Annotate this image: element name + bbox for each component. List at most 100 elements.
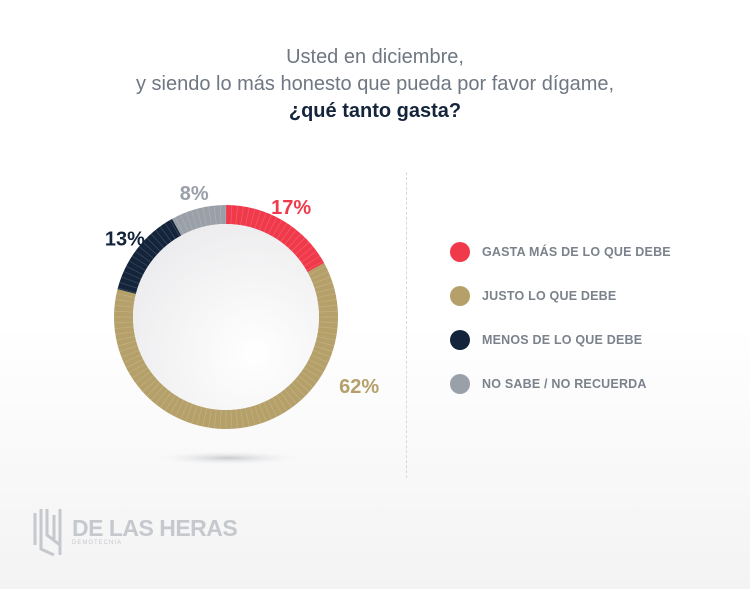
- ring-tick: [115, 299, 135, 303]
- title-line-3: ¿qué tanto gasta?: [288, 100, 462, 122]
- legend-label: MENOS DE LO QUE DEBE: [482, 333, 643, 347]
- legend-item: JUSTO LO QUE DEBE: [450, 274, 671, 318]
- ring-tick: [318, 310, 338, 313]
- ring-tick: [316, 335, 336, 341]
- data-label: 13%: [105, 229, 145, 251]
- ring-tick: [294, 241, 310, 256]
- ring-tick: [240, 408, 244, 428]
- ring-tick: [114, 304, 134, 308]
- ring-tick: [272, 397, 283, 415]
- ring-tick: [202, 207, 208, 227]
- ring-tick: [119, 282, 138, 289]
- ring-tick: [117, 287, 137, 294]
- ring-tick: [164, 222, 176, 240]
- ring-tick: [276, 394, 288, 412]
- ring-tick: [298, 246, 314, 259]
- ring-tick: [303, 255, 321, 267]
- donut-center: [133, 224, 319, 410]
- legend-dot-icon: [450, 242, 470, 262]
- ring-tick: [318, 321, 338, 324]
- ring-tick: [267, 399, 278, 417]
- ring-tick: [254, 210, 261, 229]
- data-label: 17%: [271, 197, 311, 219]
- ring-tick: [240, 206, 244, 226]
- ring-tick: [317, 299, 337, 303]
- ring-tick: [128, 363, 146, 374]
- ring-tick: [213, 409, 217, 429]
- ring-tick: [159, 392, 172, 408]
- ring-tick: [116, 293, 136, 299]
- title-line-2: y siendo lo más honesto que pueda por fa…: [135, 73, 615, 95]
- legend: GASTA MÁS DE LO QUE DEBE JUSTO LO QUE DEB…: [450, 230, 671, 406]
- legend-dot-icon: [450, 330, 470, 350]
- ring-tick: [131, 255, 149, 267]
- logo-subtitle: DEMOTECNIA: [72, 540, 123, 546]
- ring-tick: [244, 407, 250, 427]
- chart-shadow: [143, 450, 313, 466]
- ring-tick: [185, 403, 193, 422]
- ring-tick: [191, 405, 198, 424]
- ring-tick: [235, 205, 239, 225]
- ring-tick: [208, 408, 212, 428]
- divider: [406, 172, 407, 478]
- ring-tick: [263, 214, 272, 233]
- ring-tick: [280, 226, 293, 242]
- ring-tick: [146, 382, 161, 397]
- ring-tick: [191, 210, 198, 229]
- donut-slice: [117, 218, 182, 294]
- ring-tick: [114, 326, 134, 330]
- ring-tick: [230, 205, 233, 225]
- ring-tick: [196, 406, 203, 426]
- ring-tick: [308, 358, 326, 369]
- ring-tick: [180, 401, 189, 420]
- ring-tick: [276, 222, 288, 240]
- ring-tick: [121, 350, 140, 358]
- legend-item: MENOS DE LO QUE DEBE: [450, 318, 671, 362]
- ring-tick: [135, 371, 151, 384]
- ring-tick: [116, 335, 136, 341]
- ring-tick: [249, 406, 256, 426]
- legend-label: NO SABE / NO RECUERDA: [482, 377, 647, 391]
- ring-tick: [306, 260, 324, 271]
- ring-tick: [146, 237, 161, 252]
- ring-tick: [150, 233, 165, 249]
- ring-tick: [287, 233, 302, 249]
- ring-tick: [317, 331, 337, 335]
- ring-tick: [117, 340, 137, 347]
- ring-tick: [196, 208, 203, 228]
- ring-tick: [259, 212, 267, 231]
- ring-tick: [121, 276, 140, 284]
- ring-tick: [123, 354, 142, 363]
- ring-tick: [249, 208, 256, 228]
- legend-item: GASTA MÁS DE LO QUE DEBE: [450, 230, 671, 274]
- ring-tick: [291, 237, 306, 252]
- donut-slice: [172, 205, 226, 236]
- ring-tick: [315, 287, 335, 294]
- ring-tick: [213, 205, 217, 225]
- legend-label: JUSTO LO QUE DEBE: [482, 289, 617, 303]
- data-label: 62%: [339, 376, 379, 398]
- legend-dot-icon: [450, 374, 470, 394]
- ring-tick: [155, 229, 168, 245]
- ring-tick: [164, 394, 176, 412]
- ring-tick: [254, 405, 261, 424]
- ring-tick: [174, 217, 185, 235]
- ring-tick: [142, 378, 158, 393]
- ring-tick: [119, 345, 138, 352]
- ring-tick: [230, 409, 233, 429]
- ring-tick: [259, 403, 267, 422]
- ring-tick: [180, 214, 189, 233]
- ring-tick: [284, 229, 297, 245]
- ring-tick: [219, 205, 222, 225]
- ring-tick: [298, 375, 314, 388]
- ring-tick: [169, 219, 180, 237]
- ring-tick: [131, 367, 149, 379]
- chart-title: Usted en diciembre, y siendo lo más hone…: [0, 44, 750, 125]
- ring-tick: [318, 326, 338, 330]
- ring-tick: [315, 340, 335, 347]
- ring-tick: [303, 367, 321, 379]
- ring-tick: [174, 399, 185, 417]
- ring-tick: [128, 260, 146, 271]
- logo-mark-icon: [33, 509, 62, 557]
- ring-tick: [142, 241, 158, 256]
